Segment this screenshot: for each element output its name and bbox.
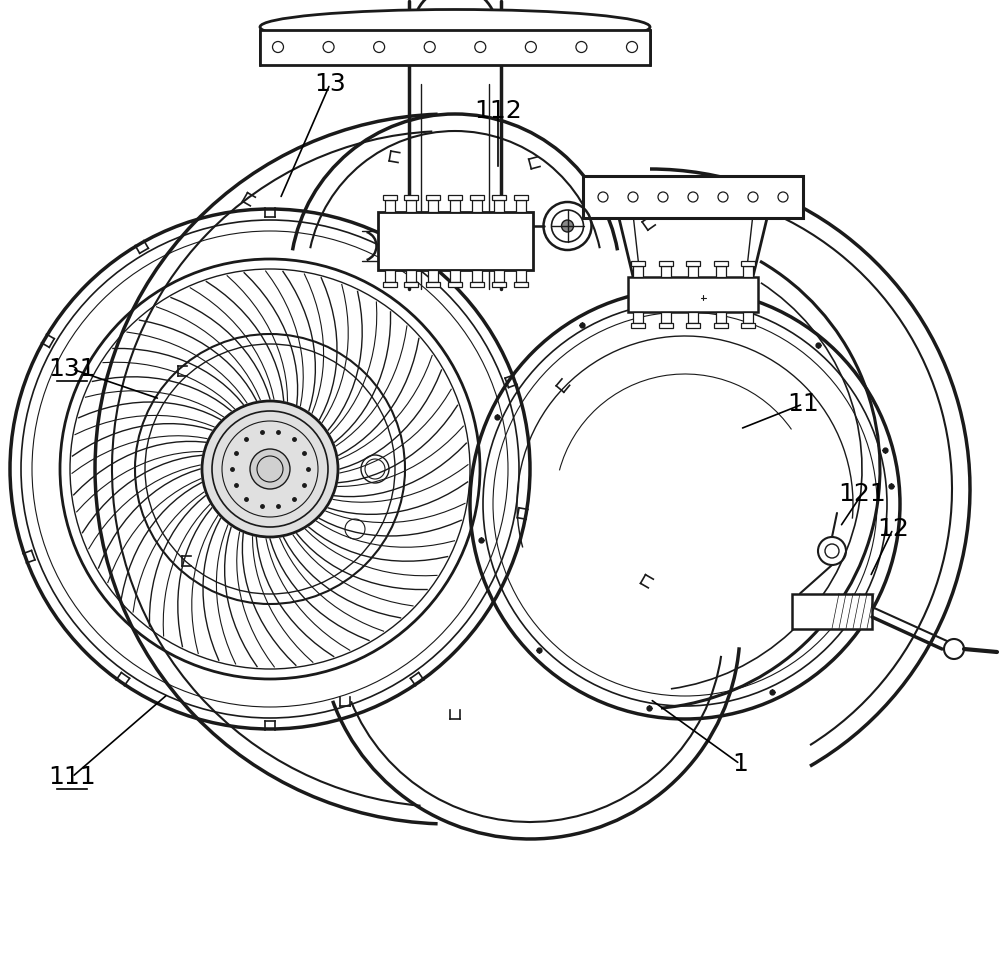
Bar <box>448 195 462 200</box>
Bar <box>633 266 643 276</box>
Bar <box>714 322 728 328</box>
Bar <box>494 200 504 212</box>
Bar <box>426 195 440 200</box>
Bar <box>384 200 394 212</box>
Bar <box>688 312 698 322</box>
Text: 12: 12 <box>877 517 909 541</box>
Bar <box>448 282 462 287</box>
Bar <box>741 261 755 266</box>
Circle shape <box>202 401 338 537</box>
Bar <box>688 266 698 276</box>
Bar <box>658 261 672 266</box>
Text: 121: 121 <box>838 482 886 506</box>
Bar <box>472 200 482 212</box>
Bar <box>260 30 650 64</box>
Bar <box>494 270 504 282</box>
Text: 131: 131 <box>48 357 96 381</box>
Bar <box>583 176 803 218</box>
Bar <box>384 270 394 282</box>
Bar <box>514 195 528 200</box>
Text: 11: 11 <box>787 392 819 416</box>
Bar <box>382 282 396 287</box>
Bar <box>633 312 643 322</box>
Bar <box>406 200 416 212</box>
Bar <box>741 322 755 328</box>
Bar <box>631 261 645 266</box>
Bar <box>404 282 418 287</box>
Bar <box>658 322 672 328</box>
Bar <box>716 312 726 322</box>
Bar <box>450 270 460 282</box>
Ellipse shape <box>260 10 650 44</box>
Bar <box>428 270 438 282</box>
Bar <box>470 195 484 200</box>
Text: 13: 13 <box>314 72 346 96</box>
Bar <box>792 594 872 628</box>
Bar <box>514 282 528 287</box>
Bar <box>470 282 484 287</box>
Bar <box>743 266 753 276</box>
Bar <box>660 312 670 322</box>
Bar <box>716 266 726 276</box>
Text: 1: 1 <box>732 752 748 776</box>
Bar <box>378 212 532 270</box>
Bar <box>428 200 438 212</box>
Bar <box>628 276 758 312</box>
Bar <box>404 195 418 200</box>
Bar <box>516 200 526 212</box>
Bar <box>406 270 416 282</box>
Circle shape <box>562 220 574 232</box>
Text: 111: 111 <box>48 765 96 789</box>
Bar <box>426 282 440 287</box>
Bar <box>660 266 670 276</box>
Bar <box>492 195 506 200</box>
Circle shape <box>250 449 290 489</box>
Text: 112: 112 <box>474 99 522 123</box>
Bar <box>631 322 645 328</box>
Bar <box>492 282 506 287</box>
Bar <box>714 261 728 266</box>
Bar <box>472 270 482 282</box>
Bar <box>686 322 700 328</box>
Bar <box>516 270 526 282</box>
Bar <box>450 200 460 212</box>
Bar <box>686 261 700 266</box>
Bar <box>743 312 753 322</box>
Bar <box>382 195 396 200</box>
